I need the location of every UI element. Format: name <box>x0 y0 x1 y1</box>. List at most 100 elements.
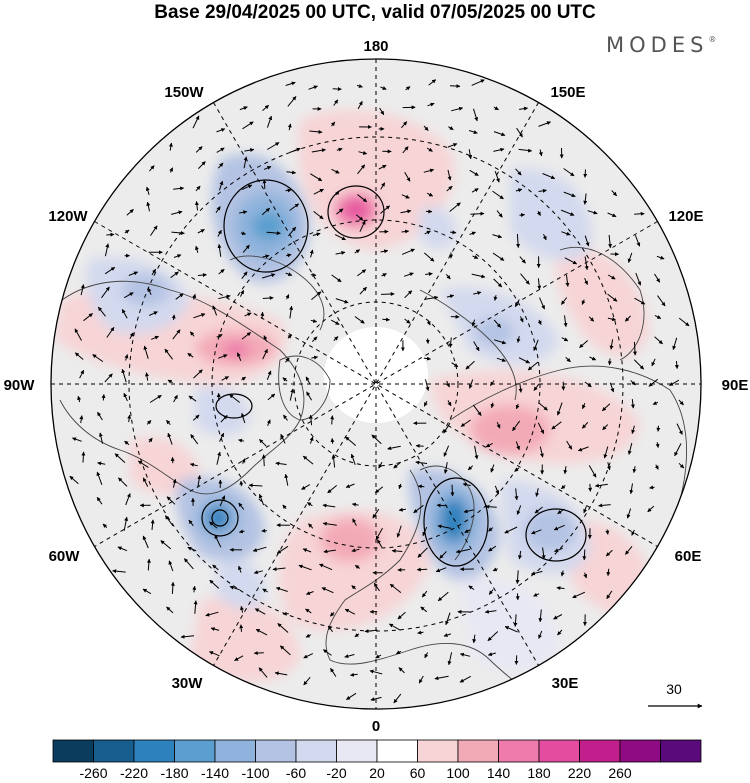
arrow-icon <box>124 354 129 361</box>
colorbar-swatch <box>52 739 94 763</box>
arrow-icon <box>654 464 659 470</box>
arrow-icon <box>426 147 433 152</box>
arrow-icon <box>566 440 573 450</box>
arrow-icon <box>240 412 246 424</box>
arrow-icon <box>448 337 453 348</box>
arrow-icon <box>334 234 346 241</box>
arrow-icon <box>602 424 609 431</box>
arrow-icon <box>330 667 337 677</box>
arrow-icon <box>516 127 523 138</box>
arrow-icon <box>518 383 523 393</box>
arrow-icon <box>209 521 218 529</box>
coast-asia <box>449 365 687 501</box>
arrow-icon <box>301 484 311 490</box>
arrow-icon <box>375 654 382 659</box>
arrow-icon <box>451 106 464 112</box>
colorbar-swatch <box>498 739 540 763</box>
arrow-icon <box>218 180 224 191</box>
arrow-icon <box>97 411 103 421</box>
arrow-icon <box>160 540 172 550</box>
colorbar-swatch <box>255 739 297 763</box>
arrow-icon <box>426 319 431 326</box>
arrow-icon <box>520 273 530 285</box>
arrow-icon <box>607 212 617 218</box>
arrow-icon <box>351 502 359 507</box>
arrow-icon <box>359 220 366 232</box>
arrow-icon <box>189 331 195 337</box>
arrow-icon <box>626 508 632 519</box>
arrow-icon <box>128 271 139 276</box>
colorbar-tick-label: -100 <box>241 765 269 781</box>
arrow-icon <box>634 297 646 305</box>
arrow-icon <box>289 203 300 211</box>
arrow-icon <box>504 626 518 633</box>
arrow-icon <box>331 454 336 468</box>
arrow-icon <box>584 235 590 247</box>
arrow-icon <box>455 548 471 554</box>
arrow-icon <box>415 460 428 465</box>
arrow-icon <box>534 506 543 514</box>
arrow-icon <box>286 170 297 175</box>
colorbar-tick-label: -60 <box>286 765 306 781</box>
colorbar-swatch <box>619 739 661 763</box>
arrow-icon <box>656 425 661 432</box>
arrow-icon <box>331 168 340 174</box>
arrow-icon <box>193 369 203 379</box>
arrow-icon <box>164 348 173 360</box>
arrow-icon <box>346 692 357 701</box>
arrow-icon <box>358 150 368 155</box>
negative-anomaly-hudson <box>195 386 250 436</box>
arrow-icon <box>380 292 395 297</box>
arrow-icon <box>496 421 501 429</box>
arrow-icon <box>114 453 126 463</box>
height-anomaly-shading <box>55 110 652 683</box>
arrow-icon <box>106 232 115 237</box>
arrow-icon <box>435 567 447 573</box>
arrow-icon <box>587 210 598 215</box>
arrow-icon <box>649 485 655 490</box>
coast-greenland <box>278 355 331 421</box>
arrow-icon <box>564 257 578 265</box>
arrow-icon <box>436 503 447 508</box>
arrow-icon <box>241 332 252 340</box>
arrow-icon <box>468 585 475 591</box>
arrow-icon <box>277 623 289 633</box>
arrow-icon <box>609 382 615 393</box>
arrow-icon <box>350 453 356 465</box>
arrow-icon <box>216 334 223 338</box>
arrow-icon <box>345 436 357 446</box>
positive-anomaly-southwest <box>190 598 300 683</box>
arrow-icon <box>311 291 322 300</box>
arrow-icon <box>287 123 292 131</box>
arrow-icon <box>322 503 336 508</box>
arrow-icon <box>197 273 207 278</box>
arrow-icon <box>561 297 568 305</box>
arrow-icon <box>148 437 153 443</box>
arrow-icon <box>527 361 539 371</box>
colorbar-swatch <box>295 739 337 763</box>
arrow-icon <box>261 528 267 533</box>
arrow-icon <box>594 483 608 488</box>
arrow-icon <box>172 329 181 340</box>
arrow-icon <box>101 394 106 401</box>
arrow-icon <box>533 339 539 351</box>
arrow-icon <box>74 328 82 341</box>
arrow-icon <box>112 569 126 574</box>
arrow-icon <box>198 161 206 169</box>
arrow-icon <box>150 519 155 531</box>
arrow-icon <box>678 399 684 406</box>
arrow-icon <box>166 606 174 614</box>
arrow-icon <box>242 121 254 130</box>
arrow-icon <box>253 651 264 656</box>
arrow-icon <box>469 169 479 177</box>
arrow-icon <box>310 272 317 277</box>
arrow-icon <box>97 306 106 317</box>
arrow-icon <box>504 526 518 534</box>
arrow-icon <box>195 185 201 192</box>
arrow-icon <box>229 585 240 591</box>
arrow-icon <box>216 451 222 465</box>
arrow-icon <box>305 633 312 638</box>
arrow-icon <box>561 231 571 236</box>
arrow-icon <box>217 229 222 237</box>
